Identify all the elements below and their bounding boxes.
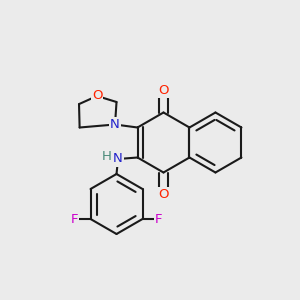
Text: O: O <box>92 89 102 103</box>
Text: H: H <box>101 149 111 163</box>
Text: O: O <box>158 188 169 201</box>
Text: F: F <box>155 212 163 226</box>
Text: N: N <box>110 118 120 131</box>
Text: N: N <box>113 152 123 166</box>
Text: O: O <box>158 84 169 98</box>
Text: F: F <box>70 212 78 226</box>
